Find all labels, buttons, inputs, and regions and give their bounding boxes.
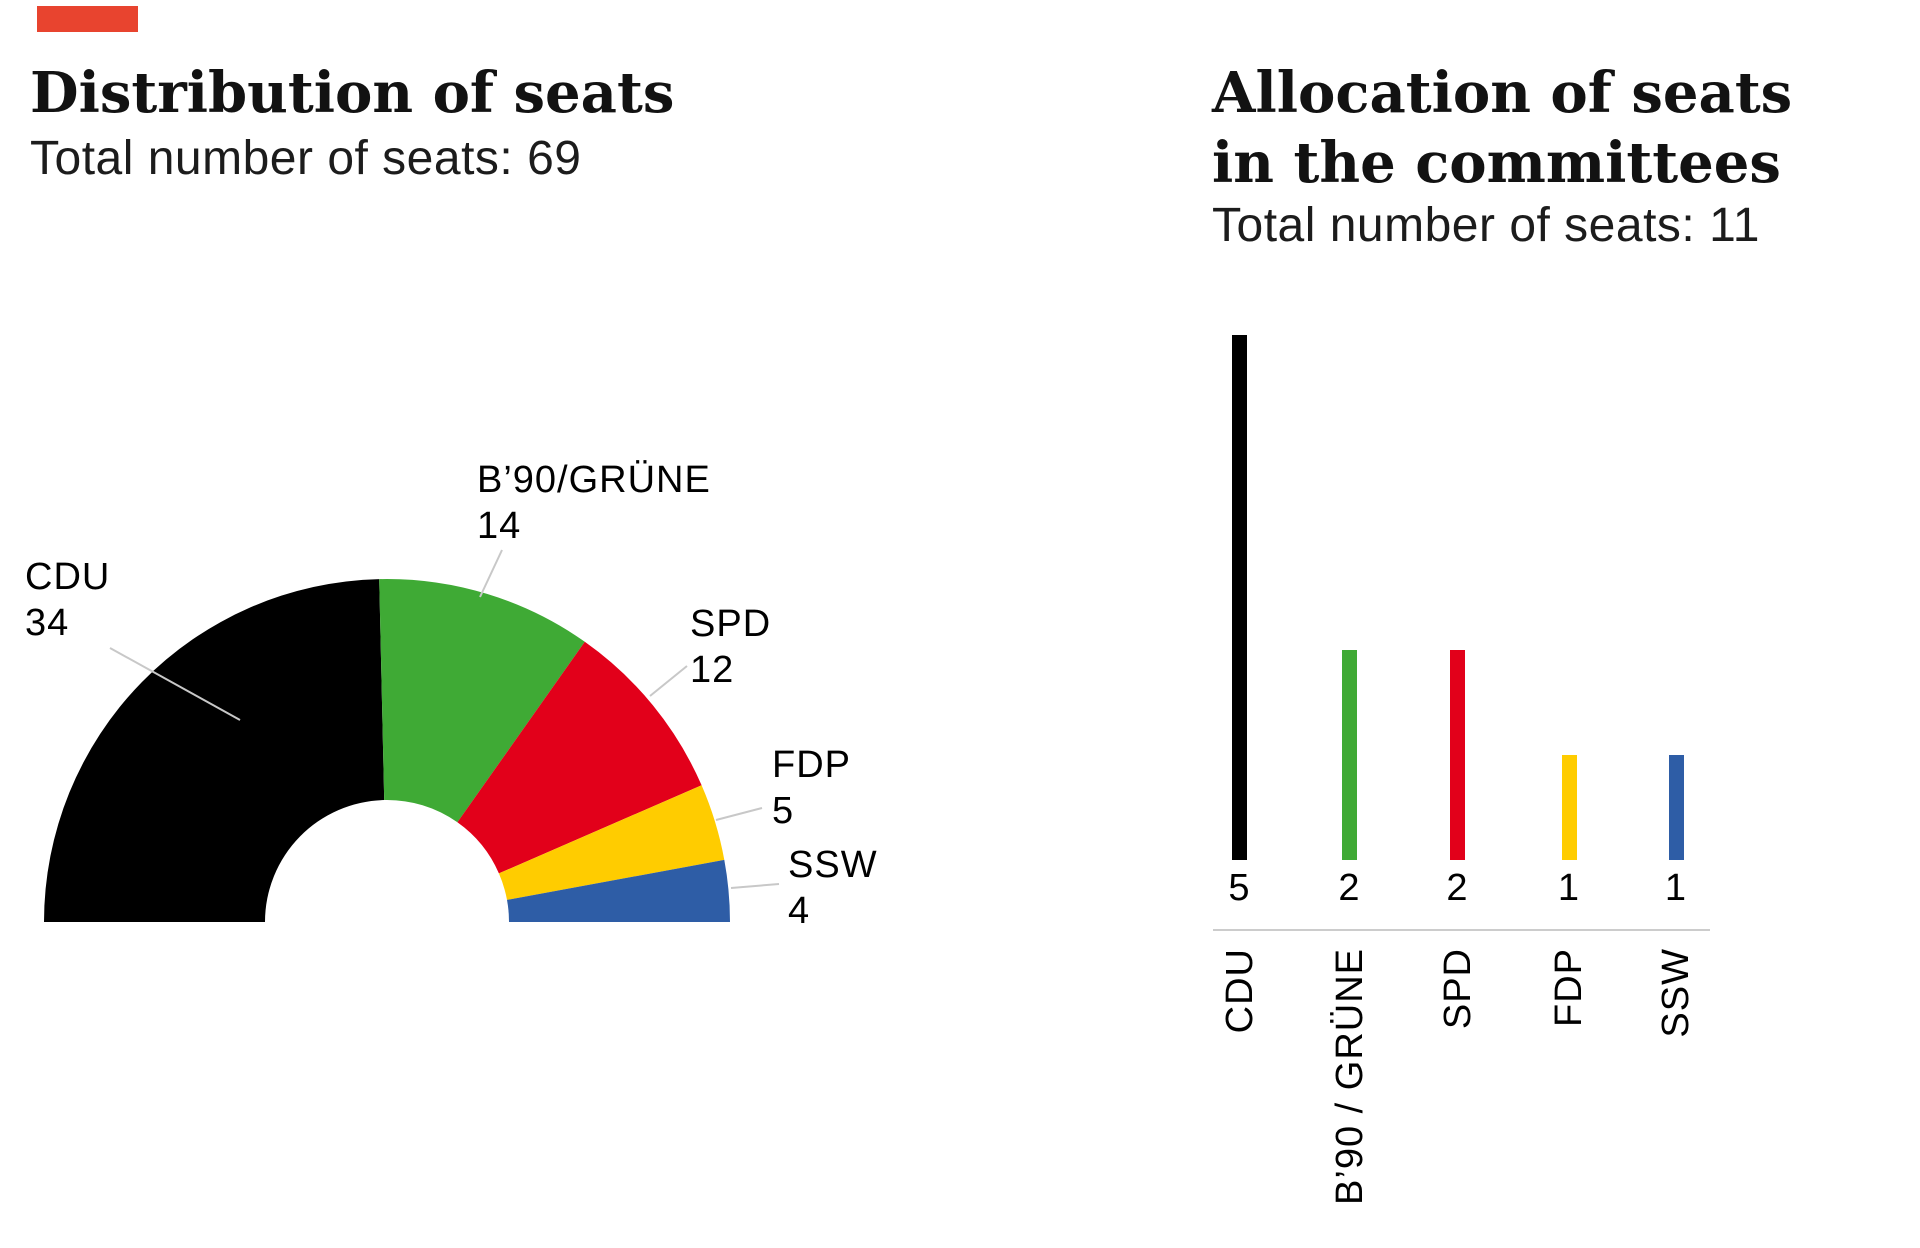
donut-label-line: FDP (772, 744, 851, 786)
x-axis-label-cell: SSW (1654, 948, 1698, 1038)
committee-bar-ssw (1668, 755, 1684, 860)
donut-label-spd: SPD 12 (690, 601, 771, 693)
leader-line (730, 883, 780, 889)
x-axis-label: CDU (1218, 948, 1261, 1034)
right-chart-subtitle: Total number of seats: 11 (1212, 199, 1760, 252)
seat-distribution-donut (44, 549, 780, 922)
x-axis-line (1213, 929, 1710, 931)
right-chart-title-line1: Allocation of seats (1212, 60, 1793, 126)
x-axis-label-cell: B’90 / GRÜNE (1328, 948, 1372, 1205)
leader-line (715, 807, 763, 821)
donut-label-line: B’90/GRÜNE (477, 459, 711, 501)
bar-value-label: 1 (1664, 867, 1688, 909)
x-axis-label: FDP (1548, 948, 1590, 1027)
donut-label-line: CDU (25, 556, 111, 598)
donut-label-line: 5 (772, 790, 795, 832)
x-axis-label: SPD (1436, 948, 1479, 1030)
donut-slice-spd (457, 641, 702, 874)
donut-label-b-90-gr-ne: B’90/GRÜNE 14 (477, 457, 711, 549)
leader-line (649, 665, 688, 697)
x-axis-label: SSW (1655, 948, 1697, 1038)
right-chart-title: Allocation of seats in the committees (1212, 58, 1792, 198)
donut-label-line: 34 (25, 602, 70, 644)
leader-line (109, 647, 241, 721)
committee-bar-cdu (1232, 335, 1247, 860)
donut-label-ssw: SSW 4 (788, 842, 878, 934)
committee-bar-fdp (1561, 755, 1577, 860)
left-chart-subtitle: Total number of seats: 69 (30, 132, 582, 185)
donut-label-fdp: FDP 5 (772, 742, 851, 834)
x-axis-label-cell: CDU (1218, 948, 1262, 1033)
x-axis-label: B’90 / GRÜNE (1328, 948, 1371, 1205)
donut-label-line: 14 (477, 505, 522, 547)
donut-label-cdu: CDU 34 (25, 554, 110, 646)
donut-slice-b-90-gr-ne (379, 579, 585, 823)
donut-label-line: SPD (690, 603, 772, 645)
left-chart-title: Distribution of seats (30, 60, 675, 126)
committee-bar-b-90-gr-ne (1342, 650, 1357, 860)
committee-bar-spd (1450, 650, 1465, 860)
bar-value-label: 1 (1557, 867, 1581, 909)
donut-label-line: 12 (690, 649, 735, 691)
red-logo-mark (37, 6, 138, 32)
x-axis-label-cell: FDP (1547, 948, 1591, 1027)
donut-label-line: SSW (788, 844, 878, 886)
bar-value-label: 5 (1228, 867, 1251, 909)
donut-label-line: 4 (788, 890, 811, 932)
donut-slice-ssw (507, 859, 730, 922)
bar-value-label: 2 (1446, 867, 1469, 909)
right-chart-title-line2: in the committees (1212, 130, 1781, 196)
donut-slice-fdp (498, 785, 725, 900)
bar-value-label: 2 (1338, 867, 1361, 909)
leader-line (479, 549, 503, 598)
x-axis-label-cell: SPD (1436, 948, 1480, 1029)
donut-slice-cdu (44, 579, 385, 922)
